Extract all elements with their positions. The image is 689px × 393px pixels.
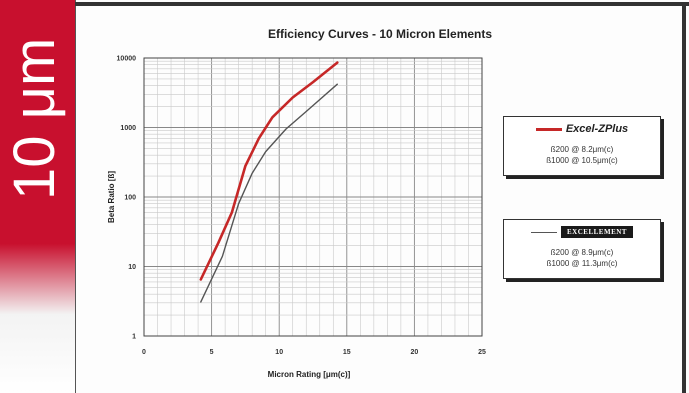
y-tick-label: 1000 (120, 125, 136, 132)
y-tick-label: 100 (124, 195, 136, 202)
grid (143, 57, 483, 337)
series-lines (199, 61, 339, 303)
legend-line: ß1000 @ 11.3μm(c) (546, 259, 618, 268)
legend-excel-zplus: Excel-ZPlus ß200 @ 8.2μm(c) ß1000 @ 10.5… (503, 116, 661, 176)
x-tick-label: 20 (411, 349, 419, 356)
x-tick-label: 15 (343, 349, 351, 356)
series-line-excel-zplus (199, 61, 339, 281)
plot-frame (143, 57, 483, 337)
panel-right-border (682, 2, 686, 393)
y-axis-label: Beta Ratio [ß] (107, 171, 116, 223)
chart-title: Efficiency Curves - 10 Micron Elements (268, 27, 492, 41)
x-tick-label: 0 (142, 349, 146, 356)
legend-brand-excellement: EXCELLEMENT (561, 226, 633, 238)
legend-swatch-excel-zplus (535, 127, 562, 131)
y-tick-label: 1 (132, 334, 136, 341)
legend-swatch-excellement (531, 231, 558, 233)
x-tick-label: 25 (478, 349, 486, 356)
x-tick-label: 5 (210, 349, 214, 356)
y-tick-label: 10 (128, 264, 136, 271)
y-tick-label: 10000 (117, 56, 137, 63)
side-band (0, 0, 75, 393)
chart-panel (75, 0, 689, 393)
series-line-excellement (200, 83, 338, 303)
legend-excellement: EXCELLEMENT ß200 @ 8.9μm(c) ß1000 @ 11.3… (503, 219, 661, 279)
x-tick-label: 10 (275, 349, 283, 356)
panel-top-border (75, 2, 689, 6)
legend-line: ß200 @ 8.2μm(c) (550, 145, 614, 154)
tick-labels: 0 5 10 15 20 25 1 10 100 1000 10000 (117, 56, 486, 357)
x-axis-label: Micron Rating [μm(c)] (268, 370, 351, 379)
legend-line: ß200 @ 8.9μm(c) (550, 248, 614, 257)
legend-brand-excel-zplus: Excel-ZPlus (565, 123, 629, 135)
legend-line: ß1000 @ 10.5μm(c) (546, 156, 618, 165)
